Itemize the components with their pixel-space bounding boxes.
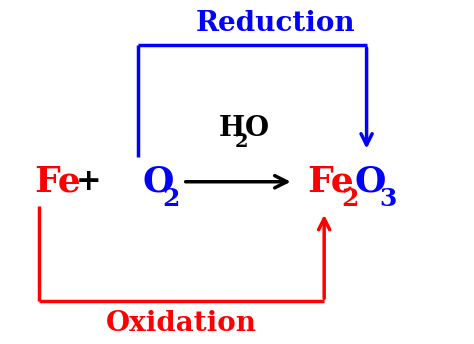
Text: Fe: Fe <box>308 165 355 199</box>
Text: 3: 3 <box>379 187 397 211</box>
Text: H: H <box>219 115 245 142</box>
Text: 2: 2 <box>342 187 359 211</box>
Text: +: + <box>76 167 101 196</box>
Text: Reduction: Reduction <box>196 10 356 37</box>
Text: 2: 2 <box>235 133 249 151</box>
Text: 2: 2 <box>163 187 180 211</box>
Text: O: O <box>143 165 174 199</box>
Text: O: O <box>245 115 269 142</box>
Text: O: O <box>355 165 386 199</box>
Text: Fe: Fe <box>35 165 81 199</box>
Text: Oxidation: Oxidation <box>106 310 257 337</box>
